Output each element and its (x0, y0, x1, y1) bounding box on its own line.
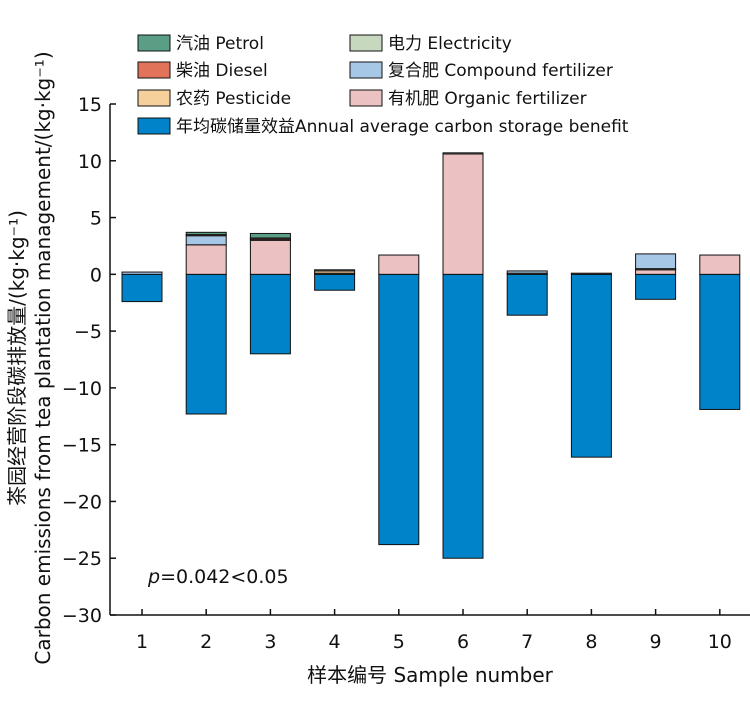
y-tick-label: −30 (62, 605, 102, 627)
bar-segment (121, 271, 163, 275)
bar-segment (635, 253, 677, 270)
bar-segment (570, 272, 612, 275)
p-symbol: p (147, 566, 160, 588)
legend-swatch (137, 34, 171, 52)
p-value-text: =0.042<0.05 (160, 566, 289, 588)
bar-segment (185, 244, 227, 275)
x-tick-label: 6 (457, 631, 469, 653)
bar-segment-carbon-storage (314, 273, 356, 291)
legend-label: 电力 Electricity (388, 34, 512, 54)
bar-segment-carbon-storage (699, 273, 741, 410)
bar-segment-carbon-storage (185, 273, 227, 415)
legend-label: 汽油 Petrol (176, 34, 264, 54)
axes: 15 10 5 0 −5 −10 −15 −20 −25 −30 1 2 3 4 5 6 7 8 9 10 (62, 94, 750, 653)
y-tick-label: 10 (78, 151, 102, 173)
legend-label: 年均碳储量效益Annual average carbon storage ben… (176, 117, 629, 137)
bar-segment (442, 152, 484, 155)
y-tick-label: 0 (90, 264, 102, 286)
legend: 汽油 Petrol 电力 Electricity 柴油 Diesel 复合肥 Comp… (137, 34, 629, 137)
p-value-annotation: p=0.042<0.05 (147, 566, 289, 588)
bar-segment-carbon-storage (506, 273, 548, 316)
bars (121, 152, 741, 559)
bar-segment (699, 254, 741, 275)
y-tick-label: 15 (78, 94, 102, 116)
bar-segment (249, 232, 291, 239)
x-tick-label: 5 (393, 631, 405, 653)
legend-swatch (349, 34, 383, 52)
y-tick-label: −20 (62, 491, 102, 513)
bar-segment-carbon-storage (121, 273, 163, 303)
bar-segment (185, 235, 227, 246)
legend-swatch (137, 89, 171, 107)
bar-segment (378, 254, 420, 275)
x-tick-label: 2 (200, 631, 212, 653)
x-tick-label: 9 (650, 631, 662, 653)
legend-swatch (137, 61, 171, 79)
x-axis-title: 样本编号 Sample number (307, 663, 554, 687)
y-axis-title-line1: 茶园经营阶段碳排放量/(kg·kg⁻¹) (5, 210, 29, 506)
y-tick-label: −15 (62, 435, 102, 457)
bar-segment-carbon-storage (635, 273, 677, 300)
legend-label: 复合肥 Compound fertilizer (388, 61, 613, 81)
x-tick-label: 1 (136, 631, 148, 653)
legend-swatch (349, 61, 383, 79)
legend-label: 农药 Pesticide (176, 89, 291, 109)
x-tick-label: 3 (264, 631, 276, 653)
y-axis-title-line2: Carbon emissions from tea plantation man… (31, 51, 55, 664)
y-tick-label: 5 (90, 208, 102, 230)
bar-segment (185, 231, 227, 236)
bar-segment (314, 269, 356, 272)
legend-label: 有机肥 Organic fertilizer (388, 89, 587, 109)
y-tick-label: −25 (62, 548, 102, 570)
y-tick-label: −10 (62, 378, 102, 400)
bar-segment (635, 269, 677, 275)
x-tick-label: 10 (708, 631, 732, 653)
bar-segment-carbon-storage (442, 273, 484, 559)
bar-segment-carbon-storage (378, 273, 420, 546)
legend-swatch (137, 117, 171, 135)
y-tick-label: −5 (74, 321, 102, 343)
bar-segment-carbon-storage (249, 273, 291, 355)
legend-label: 柴油 Diesel (176, 61, 268, 81)
legend-swatch (349, 89, 383, 107)
x-tick-label: 4 (329, 631, 341, 653)
bar-segment (506, 270, 548, 274)
bar-segment-carbon-storage (570, 273, 612, 458)
bar-segment (442, 153, 484, 275)
bar-segment (249, 239, 291, 275)
x-tick-label: 7 (521, 631, 533, 653)
x-tick-label: 8 (585, 631, 597, 653)
